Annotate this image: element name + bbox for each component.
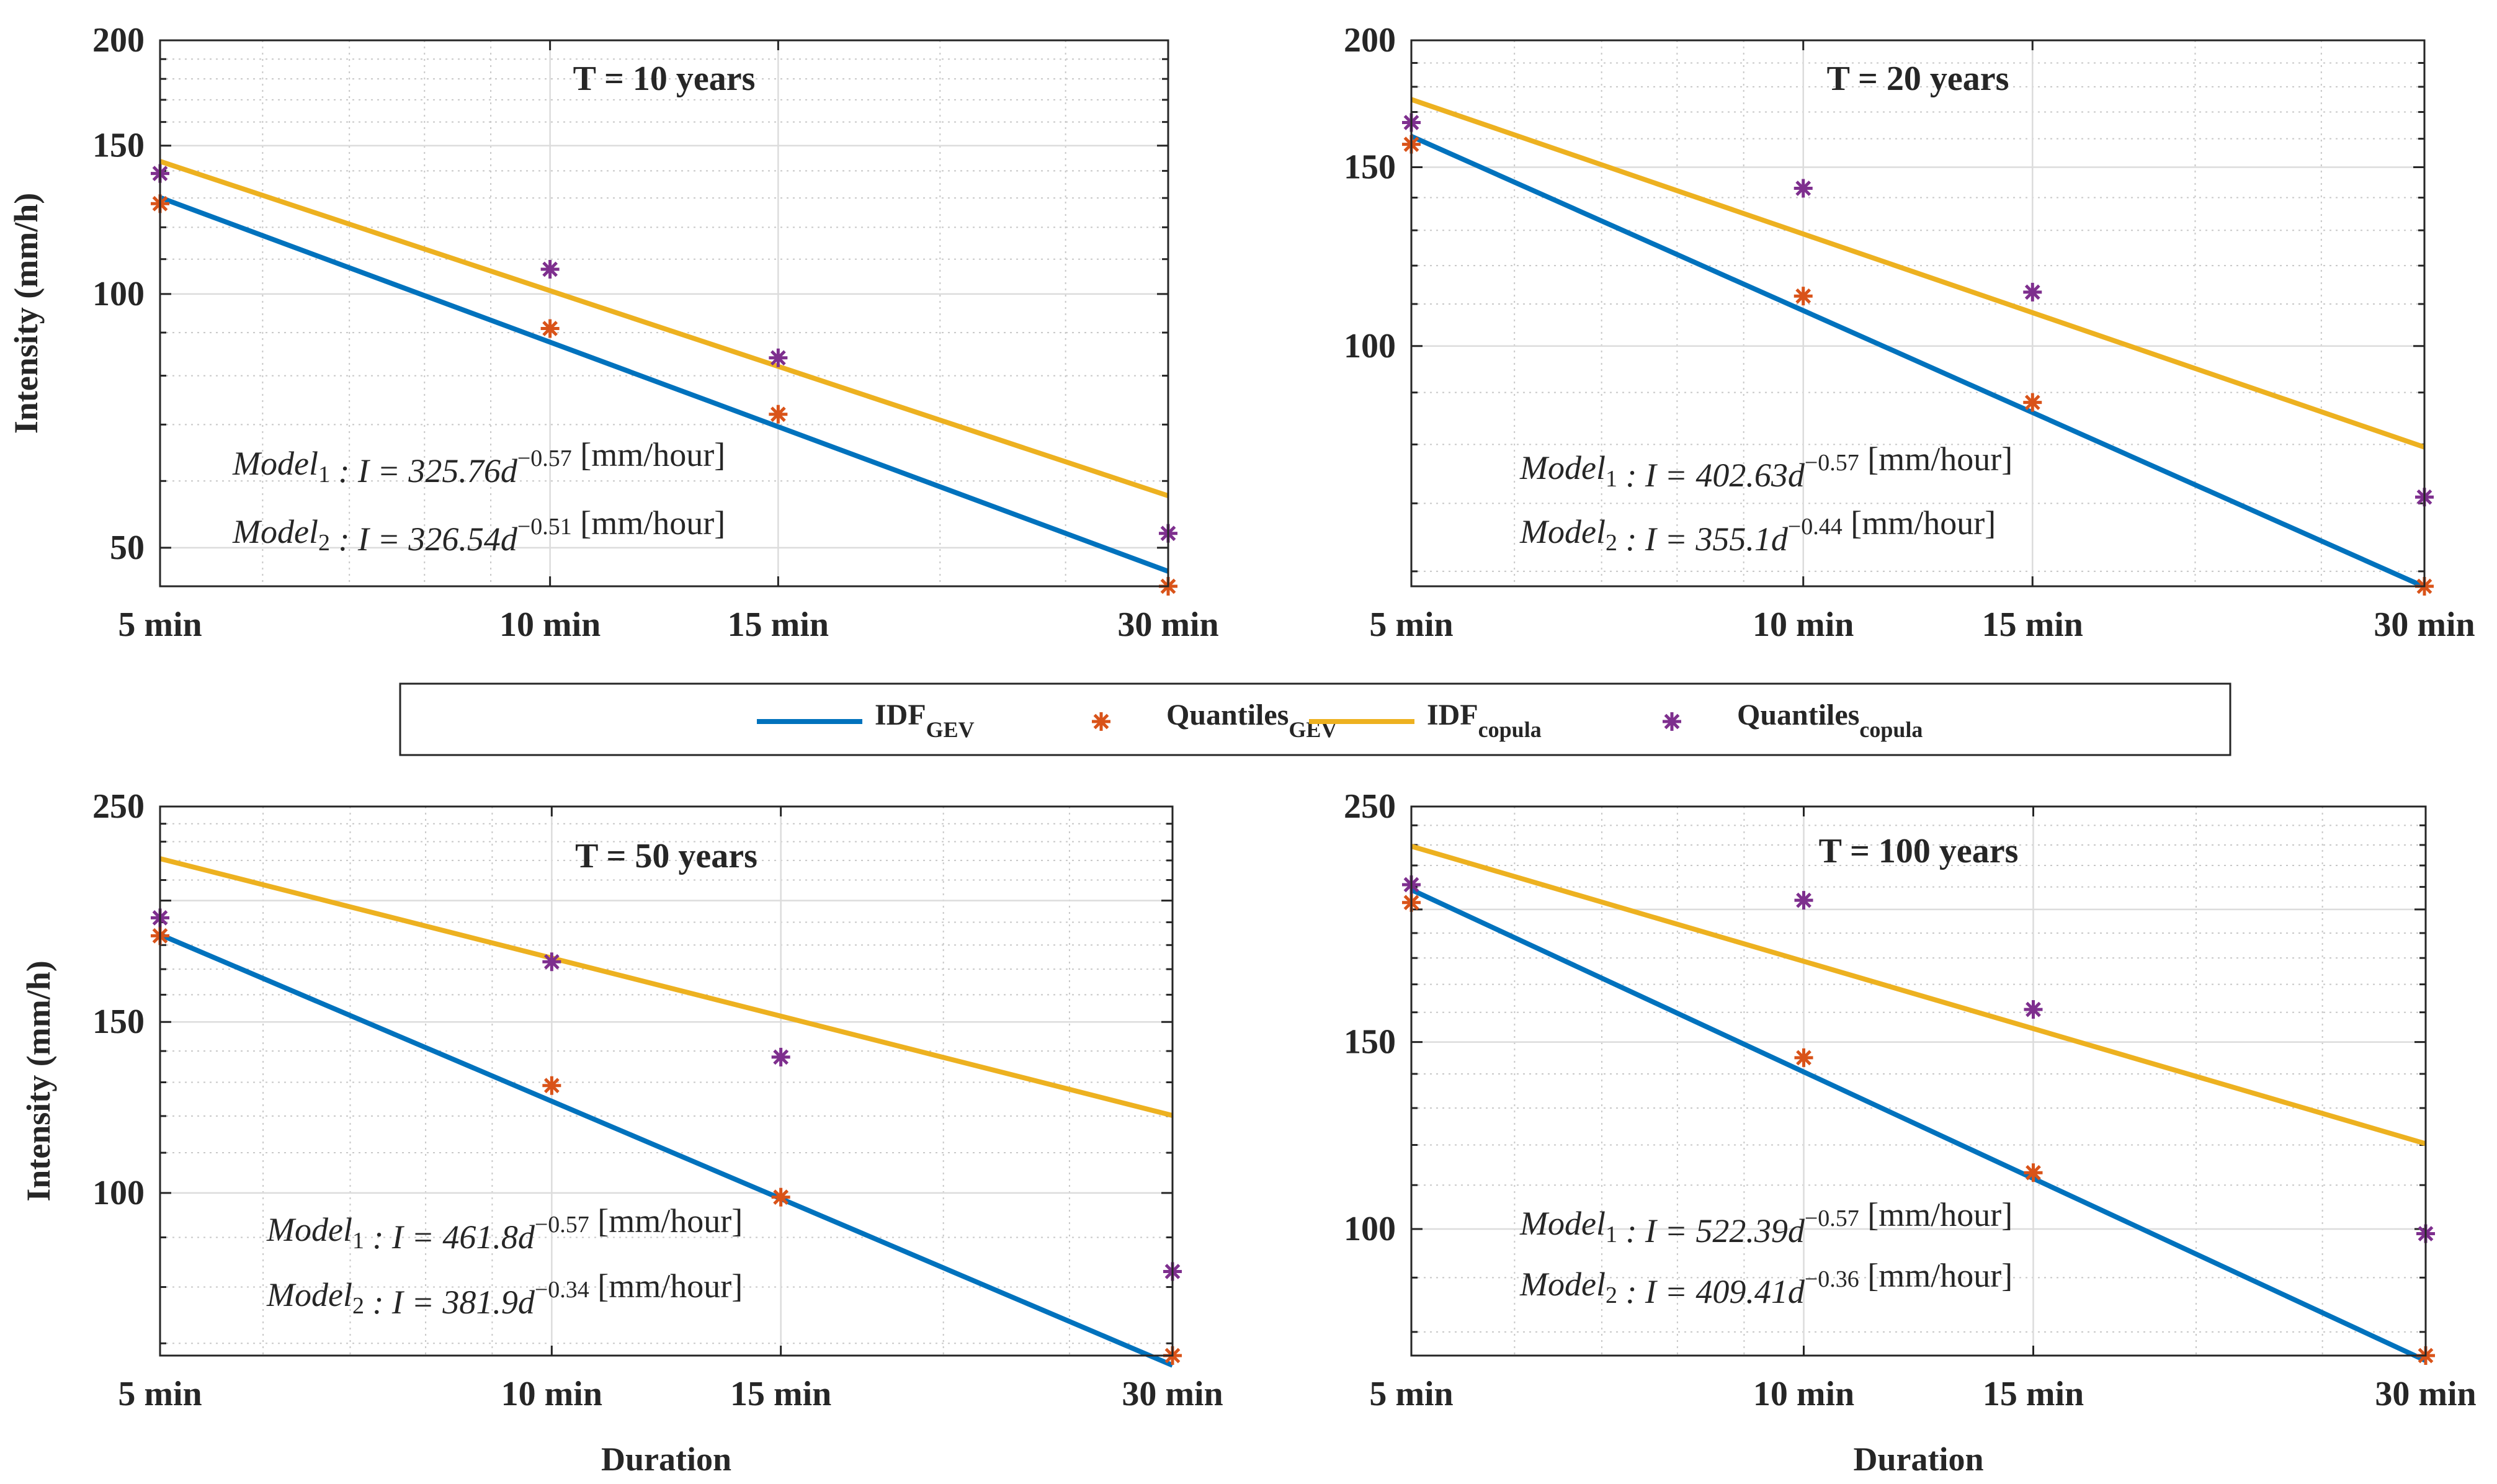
x-tick-label: 10 min	[499, 606, 601, 644]
plot-area	[1411, 40, 2424, 586]
y-tick-label: 150	[1344, 1023, 1396, 1062]
model-equation: Model2 : I = 326.54d−0.51 [mm/hour]	[232, 504, 725, 558]
x-tick-label: 10 min	[501, 1375, 602, 1413]
idf-copula-line	[1410, 844, 2427, 1147]
idf-copula-line	[1410, 97, 2426, 450]
idf-gev-line	[1410, 887, 2427, 1363]
x-tick-label: 5 min	[118, 606, 202, 644]
y-tick-label: 150	[1344, 148, 1396, 187]
legend-item-3: IDFcopula	[1309, 699, 1542, 742]
y-tick-label: 200	[92, 21, 145, 60]
legend-item-4: Quantilescopula	[1663, 699, 1923, 742]
legend-marker-swatch	[1092, 712, 1110, 731]
legend-label: IDFcopula	[1427, 699, 1542, 742]
idf-copula-line	[159, 159, 1169, 498]
legend-label: Quantilescopula	[1737, 699, 1923, 742]
axes-box	[159, 805, 1174, 1357]
axes-box	[159, 39, 1169, 588]
x-tick-label: 5 min	[1369, 1375, 1453, 1413]
quantile-gev-marker	[540, 319, 560, 338]
x-tick-label: 30 min	[1117, 606, 1218, 644]
chart-title: T = 50 years	[575, 837, 757, 875]
chart-title: T = 10 years	[573, 60, 756, 98]
x-tick-label: 15 min	[730, 1375, 831, 1413]
y-tick-label: 250	[92, 787, 145, 826]
quantile-gev-marker	[1794, 1048, 1813, 1067]
legend-label: IDFGEV	[875, 699, 975, 742]
chart-panel-2: 5 min 10 min 15 min 30 min 100 150 200 T = 20 y…	[1344, 21, 2475, 644]
model-equation: Model2 : I = 381.9d−0.34 [mm/hour]	[266, 1267, 743, 1321]
x-tick-label: 15 min	[1983, 1375, 2084, 1413]
idf-copula-line	[159, 856, 1173, 1118]
quantile-copula-marker	[542, 952, 561, 972]
x-tick-label: 10 min	[1753, 1375, 1854, 1413]
idf-gev-line	[159, 932, 1174, 1368]
idf-gev-line	[159, 195, 1169, 574]
x-tick-label: 5 min	[1369, 606, 1453, 644]
y-tick-label: 100	[1344, 327, 1396, 365]
y-axis-label: Intensity (mm/h)	[7, 193, 45, 434]
quantile-copula-marker	[2024, 1000, 2043, 1019]
y-tick-label: 150	[92, 127, 145, 165]
x-tick-label: 30 min	[2375, 1375, 2476, 1413]
quantile-copula-marker	[771, 1047, 790, 1066]
chart-title: T = 100 years	[1819, 832, 2019, 870]
y-tick-label: 100	[92, 275, 145, 313]
legend: IDFGEV QuantilesGEV IDFcopula Quantilescopu…	[399, 682, 2231, 756]
idf-gev-line	[1410, 134, 2426, 589]
plot-area	[160, 807, 1173, 1356]
quantile-gev-marker	[2024, 1163, 2043, 1182]
y-tick-label: 100	[1344, 1210, 1396, 1248]
quantile-gev-marker	[1793, 287, 1813, 306]
y-axis-label: Intensity (mm/h)	[20, 960, 57, 1202]
axes-box	[1410, 805, 2427, 1357]
chart-title: T = 20 years	[1827, 60, 2009, 98]
quantile-gev-marker	[2023, 393, 2042, 412]
chart-panel-3: 5 min 10 min 15 min 30 min 100 150 250 T = 50 y…	[20, 787, 1223, 1478]
model-equation: Model2 : I = 355.1d−0.44 [mm/hour]	[1519, 504, 1996, 558]
legend-item-1: IDFGEV	[757, 699, 975, 742]
chart-panel-1: 5 min 10 min 15 min 30 min 50 100 150 200 T = 10…	[7, 21, 1219, 644]
quantile-copula-marker	[540, 260, 560, 279]
x-tick-label: 5 min	[118, 1375, 202, 1413]
y-tick-label: 150	[92, 1003, 145, 1041]
quantile-copula-marker	[769, 348, 788, 367]
quantile-gev-marker	[769, 405, 788, 424]
x-tick-label: 30 min	[1122, 1375, 1223, 1413]
quantile-copula-marker	[1793, 179, 1813, 198]
chart-panel-4: 5 min 10 min 15 min 30 min 100 150 250 T = 100 …	[1344, 787, 2477, 1478]
quantile-gev-marker	[542, 1076, 561, 1095]
plot-area	[160, 40, 1168, 586]
x-axis-label: Duration	[601, 1441, 731, 1478]
model-equation: Model2 : I = 409.41d−0.36 [mm/hour]	[1519, 1257, 2012, 1310]
y-tick-label: 200	[1344, 21, 1396, 60]
model-equation: Model1 : I = 325.76d−0.57 [mm/hour]	[232, 436, 725, 489]
model-equation: Model1 : I = 402.63d−0.57 [mm/hour]	[1519, 440, 2012, 494]
y-tick-label: 100	[92, 1174, 145, 1212]
quantile-copula-marker	[2023, 282, 2042, 302]
x-tick-label: 15 min	[728, 606, 829, 644]
x-tick-label: 15 min	[1982, 606, 2083, 644]
quantile-gev-marker	[771, 1187, 790, 1207]
model-equation: Model1 : I = 461.8d−0.57 [mm/hour]	[266, 1202, 743, 1256]
x-axis-label: Duration	[1853, 1441, 1983, 1478]
x-tick-label: 30 min	[2374, 606, 2475, 644]
y-tick-label: 50	[110, 529, 145, 567]
y-tick-label: 250	[1344, 787, 1396, 826]
axes-box	[1410, 39, 2426, 588]
legend-marker-swatch	[1663, 712, 1681, 731]
model-equation: Model1 : I = 522.39d−0.57 [mm/hour]	[1519, 1196, 2012, 1249]
x-tick-label: 10 min	[1753, 606, 1854, 644]
quantile-copula-marker	[1794, 891, 1813, 910]
